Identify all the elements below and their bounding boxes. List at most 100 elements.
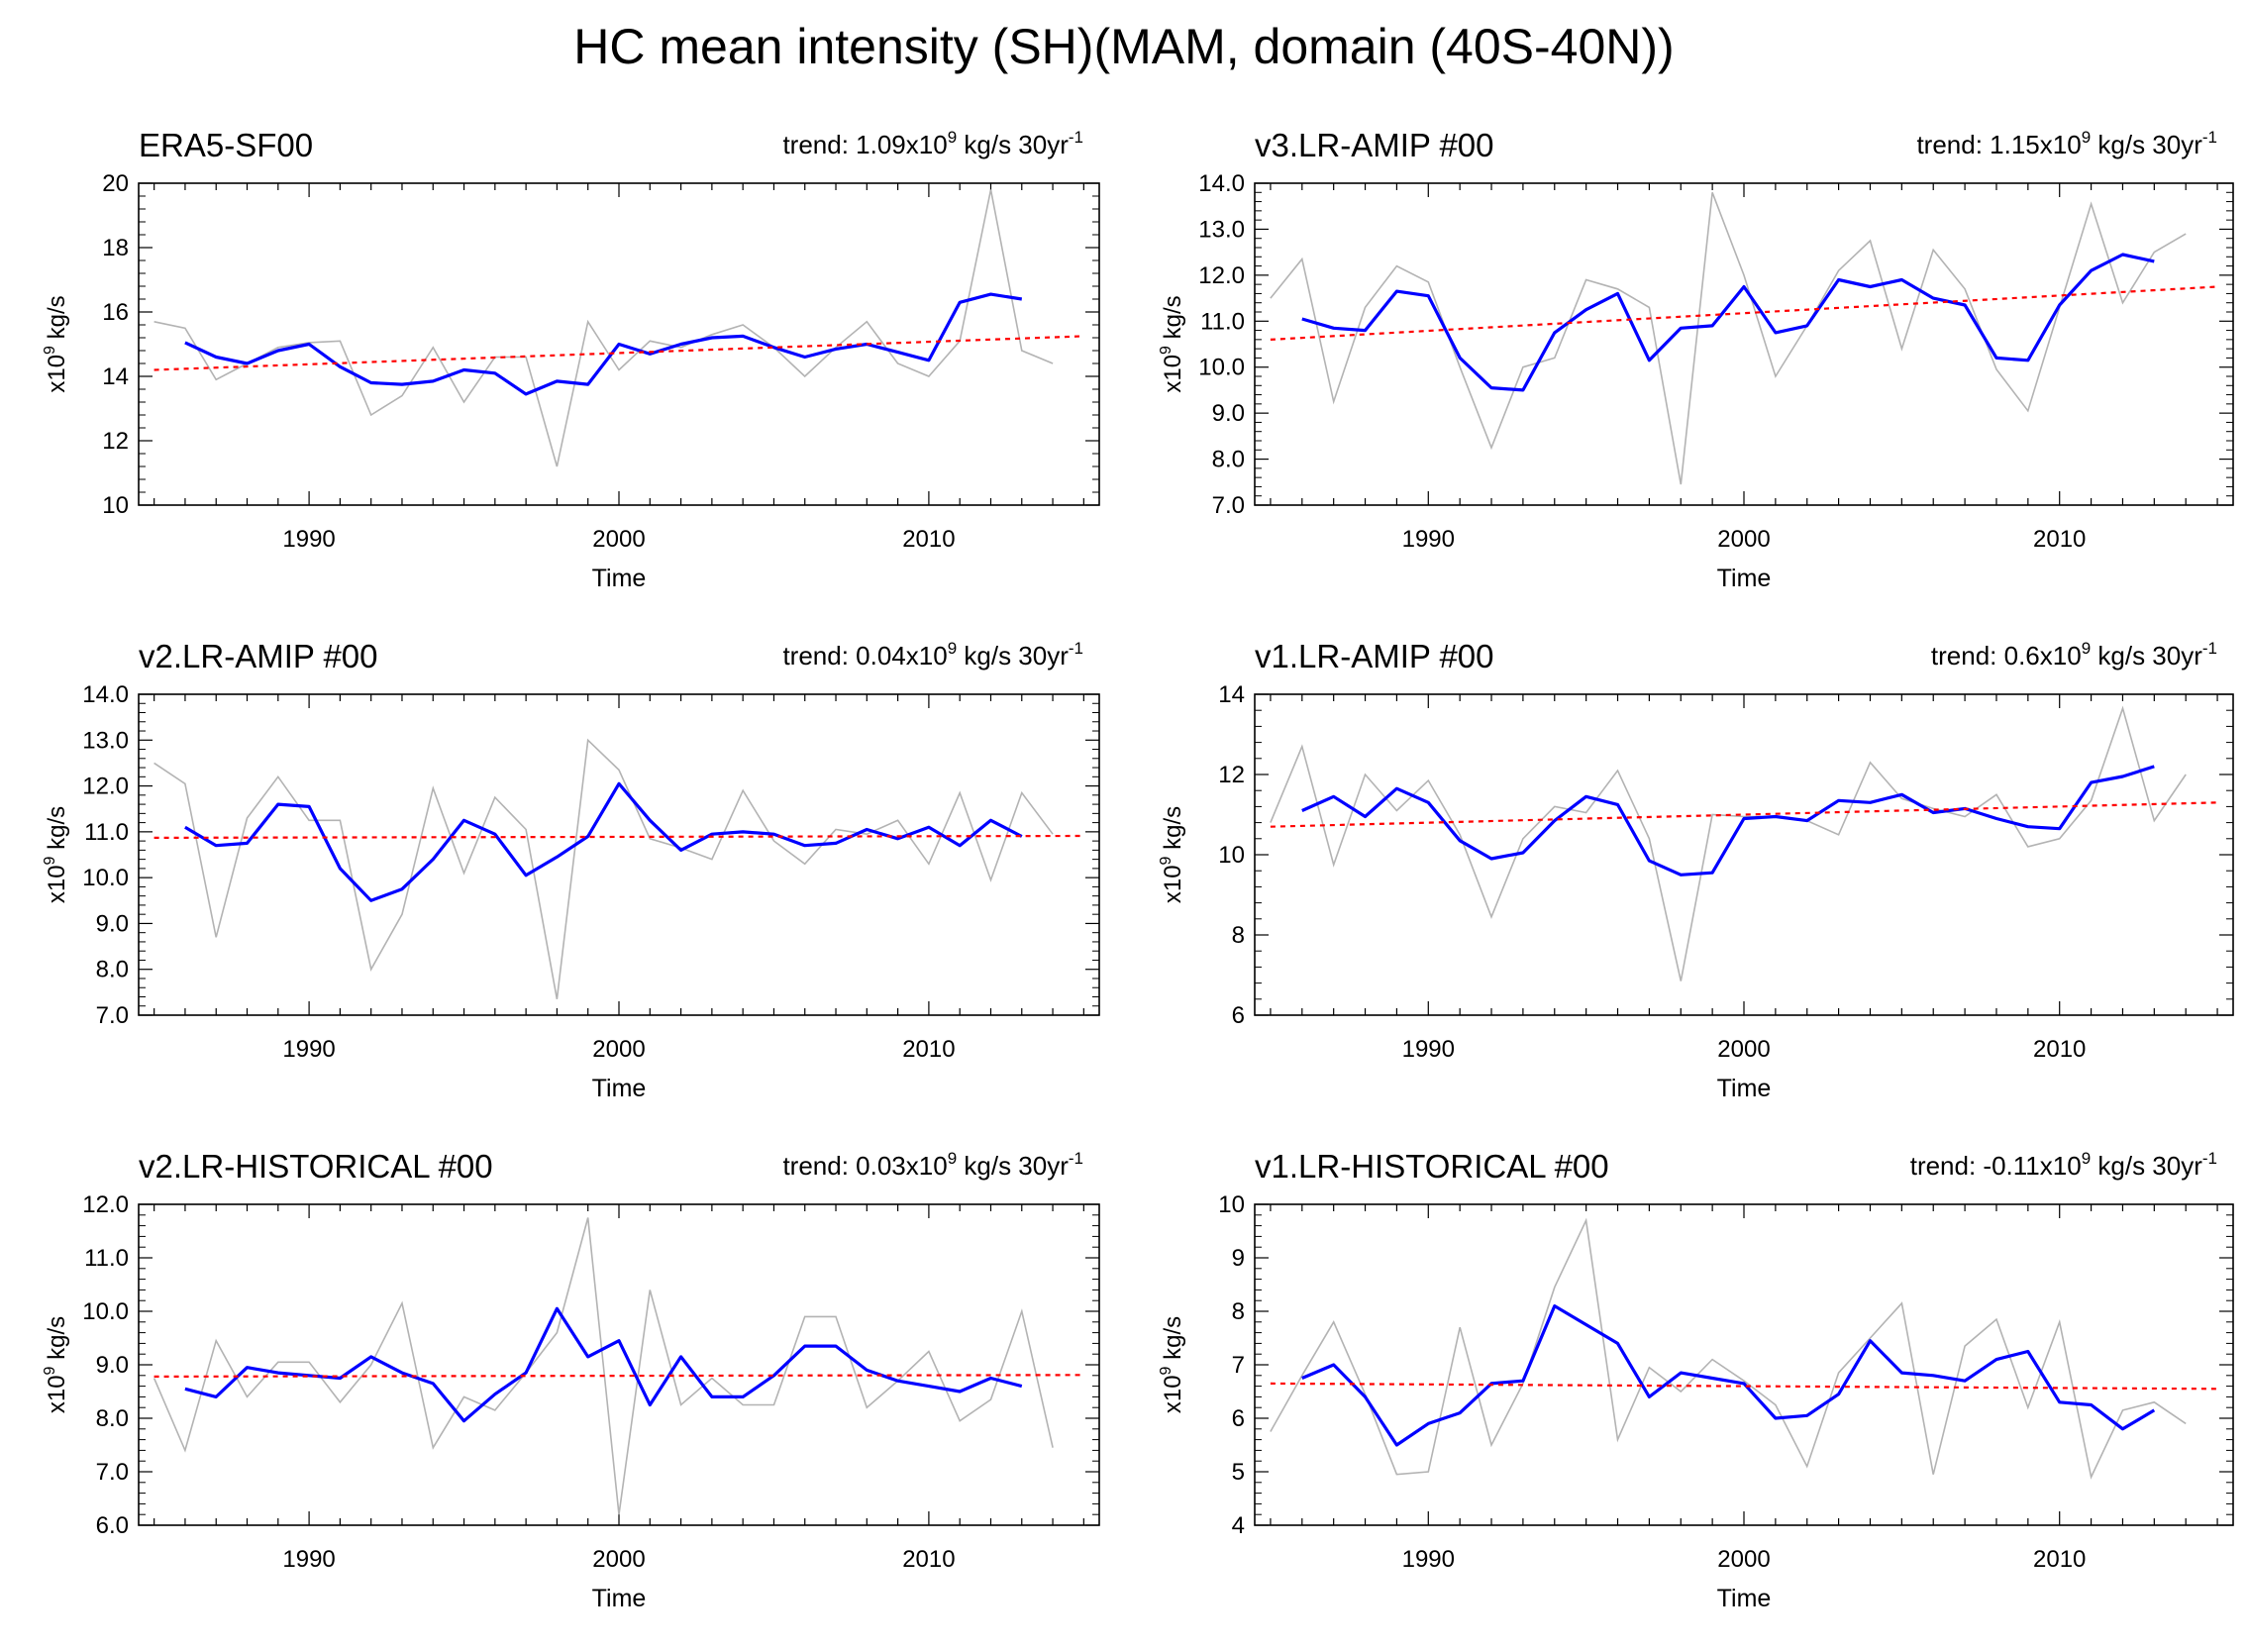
y-tick-label: 10.0: [1198, 355, 1245, 381]
panel-title: v2.LR-AMIP #00: [139, 638, 378, 674]
series-raw-line: [1270, 192, 2187, 485]
chart-panel-2: v3.LR-AMIP #00 trend: 1.15x109 kg/s 30yr-…: [1158, 127, 2234, 592]
y-tick-label: 10.0: [82, 1298, 129, 1325]
x-axis-label: Time: [1717, 1585, 1772, 1612]
series-trend-line: [153, 1374, 1084, 1379]
y-tick-label: 8.0: [1212, 447, 1245, 473]
y-tick-label: 13.0: [82, 727, 129, 754]
y-tick-label: 11.0: [84, 819, 129, 846]
y-tick-label: 11.0: [1200, 308, 1245, 335]
series-smoothed-line: [184, 292, 1023, 396]
y-tick-label: 9.0: [96, 1352, 129, 1379]
y-tick-label: 9: [1232, 1245, 1245, 1272]
chart-panel-4: v1.LR-AMIP #00 trend: 0.6x109 kg/s 30yr-1…: [1158, 638, 2234, 1102]
plot-frame: [138, 182, 1100, 506]
x-tick-label: 2000: [1717, 1036, 1770, 1063]
y-tick-label: 9.0: [96, 910, 129, 937]
plot-frame: [138, 1203, 1100, 1526]
y-tick-label: 7.0: [96, 1002, 129, 1029]
x-tick-label: 1990: [1402, 1036, 1455, 1063]
y-tick-label: 8.0: [96, 1405, 129, 1432]
y-tick-label: 7: [1232, 1352, 1245, 1379]
chart-panel-6: v1.LR-HISTORICAL #00 trend: -0.11x109 kg/…: [1158, 1148, 2234, 1612]
y-tick-label: 7.0: [96, 1459, 129, 1486]
y-tick-label: 8.0: [96, 957, 129, 983]
y-tick-label: 5: [1232, 1459, 1245, 1486]
figure-title: HC mean intensity (SH)(MAM, domain (40S-…: [573, 19, 1675, 74]
y-tick-label: 6: [1232, 1002, 1245, 1029]
y-tick-label: 14: [1218, 681, 1245, 708]
x-tick-label: 2000: [592, 1036, 645, 1063]
y-tick-label: 12: [1218, 762, 1245, 788]
series-trend-line: [153, 335, 1084, 371]
series-smoothed-line: [1301, 1303, 2156, 1447]
y-tick-label: 12: [102, 428, 129, 455]
y-tick-label: 10: [1218, 1191, 1245, 1218]
x-tick-label: 1990: [282, 1036, 335, 1063]
x-tick-label: 2000: [592, 526, 645, 553]
plot-frame: [1254, 182, 2234, 506]
series-trend-line: [153, 834, 1084, 840]
panel-title: v1.LR-AMIP #00: [1255, 638, 1494, 674]
y-tick-label: 10.0: [82, 865, 129, 891]
y-tick-label: 16: [102, 299, 129, 326]
y-tick-label: 12.0: [1198, 262, 1245, 289]
x-tick-label: 1990: [1402, 526, 1455, 553]
series-raw-line: [153, 189, 1054, 467]
x-tick-label: 2000: [592, 1546, 645, 1573]
y-tick-label: 8: [1232, 922, 1245, 949]
y-tick-label: 7.0: [1212, 492, 1245, 519]
x-tick-label: 2010: [902, 1036, 955, 1063]
y-tick-label: 9.0: [1212, 400, 1245, 427]
y-axis-label: x109 kg/s: [1158, 295, 1186, 392]
y-tick-label: 8: [1232, 1298, 1245, 1325]
y-tick-label: 13.0: [1198, 216, 1245, 243]
x-tick-label: 2010: [2033, 1546, 2086, 1573]
chart-panel-3: v2.LR-AMIP #00 trend: 0.04x109 kg/s 30yr-…: [42, 638, 1100, 1102]
series-trend-line: [1270, 801, 2218, 828]
y-tick-label: 6: [1232, 1405, 1245, 1432]
x-axis-label: Time: [592, 565, 647, 592]
x-tick-label: 2010: [902, 526, 955, 553]
y-tick-label: 14: [102, 363, 129, 390]
trend-label: trend: 0.6x109 kg/s 30yr-1: [1931, 639, 2217, 671]
panel-title: v3.LR-AMIP #00: [1255, 127, 1494, 163]
y-axis-label: x109 kg/s: [42, 1316, 70, 1413]
plot-frame: [1254, 693, 2234, 1016]
panel-title: v2.LR-HISTORICAL #00: [139, 1148, 493, 1185]
plot-frame: [1254, 1203, 2234, 1526]
x-axis-label: Time: [1717, 565, 1772, 592]
y-tick-label: 14.0: [1198, 170, 1245, 197]
y-tick-label: 10: [1218, 842, 1245, 869]
y-tick-label: 12.0: [82, 1191, 129, 1218]
series-smoothed-line: [1301, 253, 2155, 392]
chart-panel-1: ERA5-SF00 trend: 1.09x109 kg/s 30yr-1 1990…: [42, 127, 1100, 592]
series-raw-line: [153, 1217, 1054, 1515]
y-axis-label: x109 kg/s: [42, 806, 70, 903]
x-tick-label: 1990: [282, 1546, 335, 1573]
y-tick-label: 18: [102, 235, 129, 261]
panel-title: v1.LR-HISTORICAL #00: [1255, 1148, 1609, 1185]
trend-label: trend: 1.15x109 kg/s 30yr-1: [1916, 128, 2217, 159]
y-axis-label: x109 kg/s: [1158, 806, 1186, 903]
x-tick-label: 2000: [1717, 1546, 1770, 1573]
y-tick-label: 20: [102, 170, 129, 197]
y-tick-label: 6.0: [96, 1512, 129, 1539]
trend-label: trend: 1.09x109 kg/s 30yr-1: [782, 128, 1083, 159]
x-tick-label: 1990: [1402, 1546, 1455, 1573]
panel-title: ERA5-SF00: [139, 127, 313, 163]
y-tick-label: 11.0: [84, 1245, 129, 1272]
series-raw-line: [1270, 1217, 2187, 1480]
y-axis-label: x109 kg/s: [42, 295, 70, 392]
x-axis-label: Time: [592, 1075, 647, 1102]
x-axis-label: Time: [1717, 1075, 1772, 1102]
y-tick-label: 12.0: [82, 774, 129, 800]
x-tick-label: 2010: [902, 1546, 955, 1573]
x-tick-label: 2000: [1717, 526, 1770, 553]
y-tick-label: 14.0: [82, 681, 129, 708]
y-axis-label: x109 kg/s: [1158, 1316, 1186, 1413]
trend-label: trend: -0.11x109 kg/s 30yr-1: [1910, 1149, 2217, 1181]
x-tick-label: 2010: [2033, 1036, 2086, 1063]
x-tick-label: 2010: [2033, 526, 2086, 553]
series-smoothed-line: [184, 781, 1023, 902]
